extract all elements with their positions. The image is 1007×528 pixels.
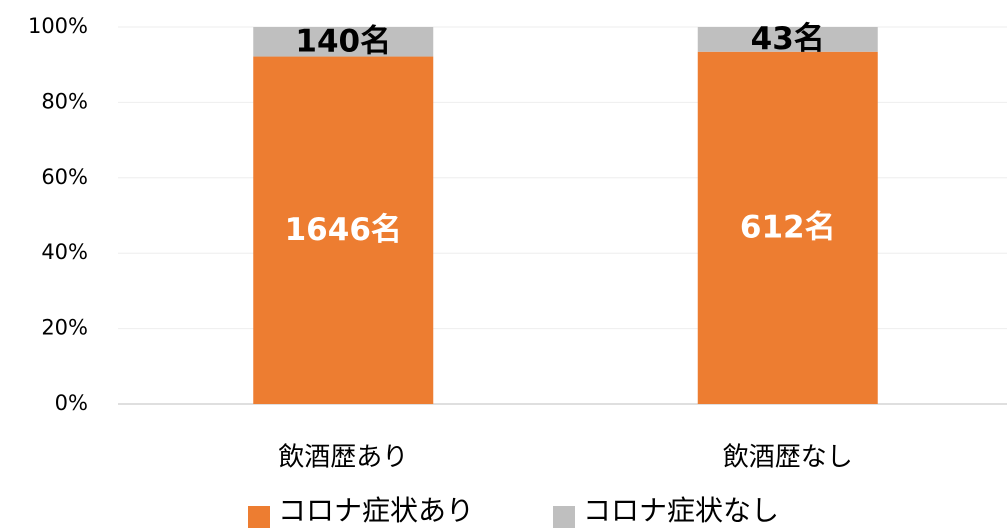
legend-label: コロナ症状なし [583,494,779,527]
bar-segment [697,51,878,404]
y-tick-label: 0% [55,391,88,415]
bar-segment [697,27,878,52]
data-label: 43名 [751,21,825,57]
y-tick-label: 80% [41,89,88,113]
bar-segment [253,27,434,57]
legend-label: コロナ症状あり [278,494,474,527]
data-label: 612名 [740,209,836,245]
legend-swatch [553,506,575,528]
y-tick-label: 40% [41,240,88,264]
data-label: 140名 [295,23,391,59]
y-tick-label: 100% [28,14,88,38]
data-label: 1646名 [285,212,402,248]
y-tick-label: 60% [41,165,88,189]
x-tick-label: 飲酒歴あり [278,443,408,473]
y-tick-label: 20% [41,316,88,340]
legend-swatch [248,506,270,528]
x-tick-label: 飲酒歴なし [723,443,853,473]
bar-segment [253,56,434,405]
